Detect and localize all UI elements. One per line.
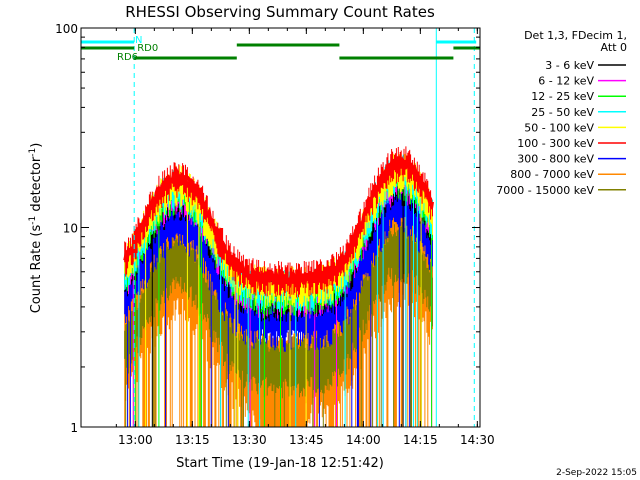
legend-label-3: 25 - 50 keV (531, 106, 594, 119)
annotation-label-rd6: RD6 (117, 52, 138, 63)
legend-label-8: 7000 - 15000 keV (496, 184, 594, 197)
annotation-label-rd0: RD0 (137, 43, 158, 54)
legend-label-0: 3 - 6 keV (545, 59, 594, 72)
y-axis-label: Count Rate (s-1 detector-1) (28, 143, 44, 314)
x-axis-ticks: 13:00 13:15 13:30 13:45 14:00 14:15 14:30 (115, 28, 495, 447)
series-100-300-kev-envelope (123, 153, 434, 288)
footer-date: 2-Sep-2022 15:05 (556, 468, 637, 478)
data-layer (123, 146, 434, 427)
annotation-label-n: N (135, 35, 142, 46)
x-tick-label: 13:45 (289, 433, 324, 447)
y-tick-label: 10 (63, 222, 78, 236)
x-tick-label: 13:00 (118, 433, 153, 447)
x-axis-label: Start Time (19-Jan-18 12:51:42) (176, 456, 384, 471)
legend: 3 - 6 keV 6 - 12 keV 12 - 25 keV 25 - 50 ke… (496, 59, 626, 197)
y-tick-label: 100 (55, 22, 78, 36)
x-tick-label: 13:30 (232, 433, 267, 447)
legend-title-line-1: Det 1,3, FDecim 1, (524, 29, 627, 42)
legend-title-line-2: Att 0 (601, 41, 627, 54)
legend-label-5: 100 - 300 keV (517, 137, 594, 150)
x-tick-label: 14:15 (403, 433, 438, 447)
legend-label-1: 6 - 12 keV (538, 75, 594, 88)
y-axis-ticks: 1 10 100 (55, 22, 480, 435)
x-tick-label: 14:00 (346, 433, 381, 447)
chart-title: RHESSI Observing Summary Count Rates (125, 3, 435, 21)
legend-label-2: 12 - 25 keV (531, 90, 594, 103)
x-tick-label: 14:30 (460, 433, 495, 447)
legend-label-7: 800 - 7000 keV (510, 168, 594, 181)
legend-label-6: 300 - 800 keV (517, 153, 594, 166)
y-tick-label: 1 (70, 421, 78, 435)
x-tick-label: 13:15 (175, 433, 210, 447)
legend-label-4: 50 - 100 keV (524, 121, 594, 134)
